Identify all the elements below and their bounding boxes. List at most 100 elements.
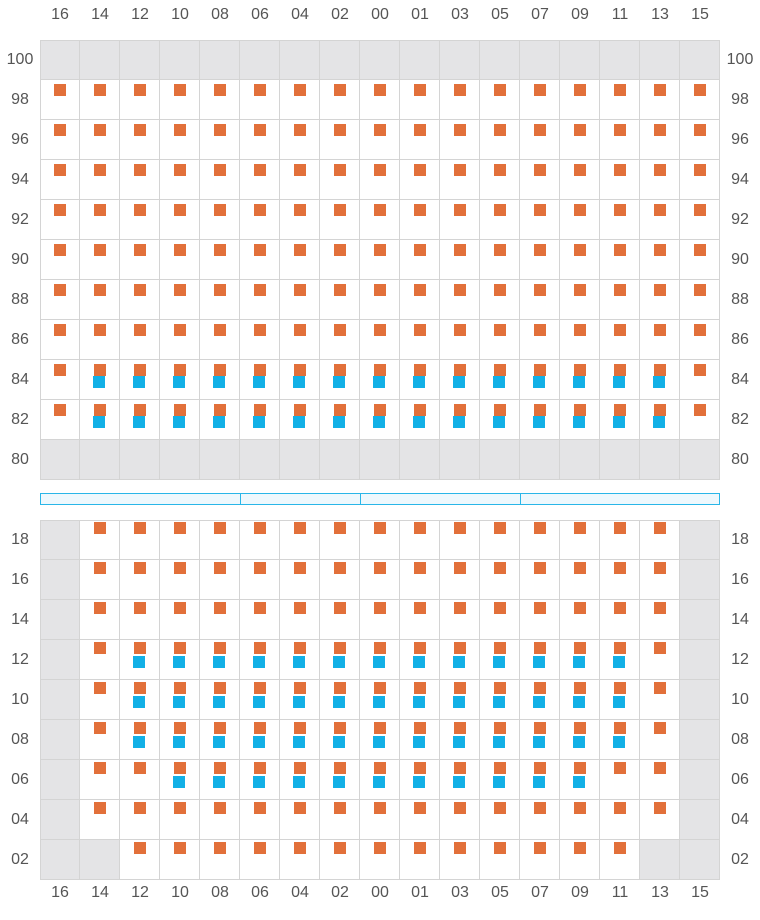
seat-marker-orange[interactable] (174, 642, 186, 654)
seat-marker-orange[interactable] (94, 244, 106, 256)
seat-marker-orange[interactable] (214, 562, 226, 574)
seat-cell[interactable] (480, 280, 520, 320)
seat-marker-orange[interactable] (334, 244, 346, 256)
seat-marker-orange[interactable] (94, 84, 106, 96)
seat-cell[interactable] (480, 400, 520, 440)
seat-cell[interactable] (560, 720, 600, 760)
seat-cell[interactable] (640, 760, 680, 800)
seat-cell[interactable] (600, 800, 640, 840)
seat-cell[interactable] (320, 80, 360, 120)
seat-marker-blue[interactable] (213, 696, 225, 708)
seat-marker-blue[interactable] (93, 416, 105, 428)
seat-cell[interactable] (280, 720, 320, 760)
seat-cell[interactable] (360, 120, 400, 160)
seat-marker-orange[interactable] (54, 84, 66, 96)
seat-cell[interactable] (320, 680, 360, 720)
seat-cell[interactable] (360, 680, 400, 720)
seat-marker-blue[interactable] (173, 376, 185, 388)
seat-cell[interactable] (400, 840, 440, 880)
seat-cell[interactable] (600, 200, 640, 240)
seat-cell[interactable] (240, 520, 280, 560)
seat-marker-orange[interactable] (694, 124, 706, 136)
seat-marker-orange[interactable] (54, 164, 66, 176)
seat-marker-blue[interactable] (493, 776, 505, 788)
seat-cell[interactable] (160, 520, 200, 560)
seat-marker-orange[interactable] (134, 244, 146, 256)
seat-marker-blue[interactable] (133, 376, 145, 388)
seat-cell[interactable] (480, 120, 520, 160)
seat-marker-orange[interactable] (574, 802, 586, 814)
seat-marker-orange[interactable] (294, 562, 306, 574)
seat-cell[interactable] (440, 200, 480, 240)
seat-cell[interactable] (520, 680, 560, 720)
seat-marker-orange[interactable] (54, 204, 66, 216)
seat-cell[interactable] (280, 240, 320, 280)
seat-cell[interactable] (560, 240, 600, 280)
seat-marker-orange[interactable] (654, 802, 666, 814)
seat-marker-orange[interactable] (334, 84, 346, 96)
seat-marker-orange[interactable] (534, 522, 546, 534)
seat-cell[interactable] (40, 160, 80, 200)
seat-cell[interactable] (360, 240, 400, 280)
seat-cell[interactable] (640, 240, 680, 280)
seat-marker-orange[interactable] (294, 522, 306, 534)
seat-cell[interactable] (600, 560, 640, 600)
seat-cell[interactable] (680, 320, 720, 360)
seat-cell[interactable] (480, 160, 520, 200)
seat-marker-orange[interactable] (254, 364, 266, 376)
seat-cell[interactable] (320, 600, 360, 640)
seat-cell[interactable] (40, 360, 80, 400)
seat-cell[interactable] (40, 400, 80, 440)
seat-marker-blue[interactable] (253, 776, 265, 788)
seat-cell[interactable] (680, 240, 720, 280)
seat-cell[interactable] (160, 720, 200, 760)
seat-cell[interactable] (280, 280, 320, 320)
seat-cell[interactable] (360, 560, 400, 600)
seat-marker-orange[interactable] (654, 682, 666, 694)
seat-marker-orange[interactable] (534, 244, 546, 256)
seat-marker-orange[interactable] (374, 124, 386, 136)
seat-cell[interactable] (200, 360, 240, 400)
seat-cell[interactable] (480, 760, 520, 800)
seat-marker-orange[interactable] (334, 284, 346, 296)
seat-marker-orange[interactable] (654, 284, 666, 296)
seat-marker-orange[interactable] (254, 562, 266, 574)
seat-marker-orange[interactable] (574, 244, 586, 256)
seat-marker-orange[interactable] (174, 762, 186, 774)
seat-marker-orange[interactable] (174, 722, 186, 734)
seat-marker-orange[interactable] (654, 602, 666, 614)
seat-cell[interactable] (120, 600, 160, 640)
seat-marker-orange[interactable] (414, 124, 426, 136)
seat-marker-orange[interactable] (454, 562, 466, 574)
seat-cell[interactable] (120, 320, 160, 360)
seat-marker-blue[interactable] (253, 656, 265, 668)
seat-cell[interactable] (440, 680, 480, 720)
seat-marker-orange[interactable] (54, 244, 66, 256)
seat-marker-orange[interactable] (494, 164, 506, 176)
seat-cell[interactable] (480, 80, 520, 120)
seat-cell[interactable] (640, 720, 680, 760)
seat-cell[interactable] (80, 760, 120, 800)
seat-marker-orange[interactable] (374, 602, 386, 614)
seat-marker-blue[interactable] (533, 656, 545, 668)
seat-marker-orange[interactable] (454, 642, 466, 654)
seat-cell[interactable] (80, 640, 120, 680)
seat-cell[interactable] (400, 280, 440, 320)
seat-cell[interactable] (160, 600, 200, 640)
seat-cell[interactable] (120, 680, 160, 720)
seat-marker-orange[interactable] (294, 124, 306, 136)
seat-cell[interactable] (80, 360, 120, 400)
seat-marker-orange[interactable] (134, 842, 146, 854)
seat-cell[interactable] (600, 600, 640, 640)
seat-cell[interactable] (280, 760, 320, 800)
seat-cell[interactable] (80, 600, 120, 640)
seat-cell[interactable] (480, 360, 520, 400)
seat-marker-orange[interactable] (614, 562, 626, 574)
seat-marker-orange[interactable] (374, 802, 386, 814)
seat-marker-orange[interactable] (654, 84, 666, 96)
seat-marker-blue[interactable] (613, 656, 625, 668)
seat-marker-orange[interactable] (414, 324, 426, 336)
seat-cell[interactable] (680, 80, 720, 120)
seat-marker-orange[interactable] (494, 364, 506, 376)
seat-cell[interactable] (120, 80, 160, 120)
